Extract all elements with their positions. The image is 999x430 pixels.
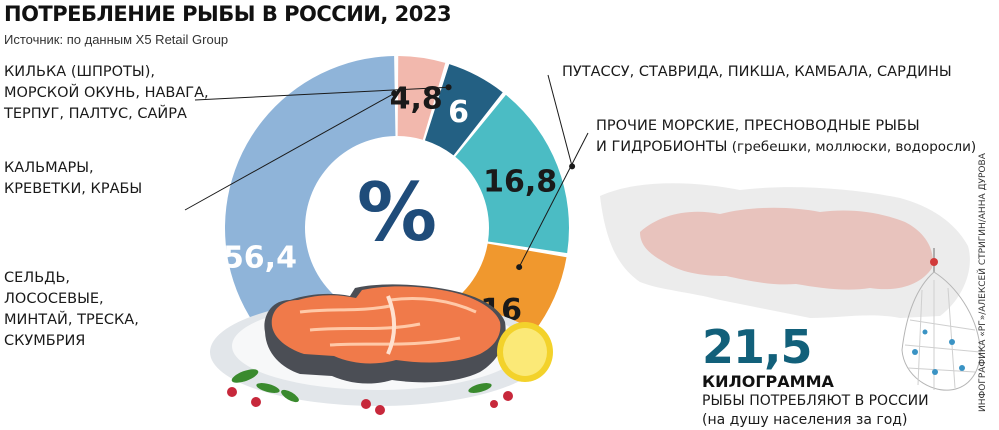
stat-unit: КИЛОГРАММА — [702, 372, 834, 391]
leader-line — [194, 86, 449, 101]
russia-map-illustration — [600, 183, 970, 318]
segment-blue-whiting — [455, 94, 569, 254]
segment-label-line: СКУМБРИЯ — [4, 333, 86, 349]
segment-squid-shrimp — [397, 56, 446, 140]
center-percent-label: % — [357, 166, 437, 259]
chart-title: ПОТРЕБЛЕНИЕ РЫБЫ В РОССИИ, 2023 — [4, 2, 452, 26]
stat-caption-line: (на душу населения за год) — [702, 412, 908, 428]
segment-label-line: МИНТАЙ, ТРЕСКА, — [4, 312, 139, 328]
segment-label-line: КРЕВЕТКИ, КРАБЫ — [4, 181, 143, 197]
segment-value-blue-whiting: 16,8 — [483, 164, 557, 199]
segment-label-line: СЕЛЬДЬ, — [4, 270, 71, 286]
leader-dot — [391, 90, 398, 97]
segment-value-herring-salmon: 56,4 — [223, 241, 297, 276]
segment-label-line: КАЛЬМАРЫ, — [4, 160, 94, 176]
segment-label-sub: (гребешки, моллюски, водоросли) — [727, 139, 977, 155]
fishing-net-icon — [901, 248, 981, 391]
stat-caption-line: РЫБЫ ПОТРЕБЛЯЮТ В РОССИИ — [702, 393, 929, 409]
leader-dot — [445, 84, 452, 91]
russia-map-shape — [640, 207, 933, 290]
stat-value: 21,5 — [702, 320, 812, 374]
segment-label-line: ЛОСОСЕВЫЕ, — [4, 291, 104, 307]
leader-dot — [516, 264, 523, 271]
segment-label-line: ПРОЧИЕ МОРСКИЕ, ПРЕСНОВОДНЫЕ РЫБЫ — [596, 118, 920, 134]
leader-line — [184, 92, 395, 211]
segment-label-line: ТЕРПУГ, ПАЛТУС, САЙРА — [4, 106, 187, 122]
segment-label-line: КИЛЬКА (ШПРОТЫ), — [4, 64, 155, 80]
segment-label-blue-whiting: ПУТАССУ, СТАВРИДА, ПИКША, КАМБАЛА, САРДИ… — [562, 62, 952, 83]
segment-value-squid-shrimp: 4,8 — [390, 81, 443, 116]
chart-source: Источник: по данным X5 Retail Group — [4, 32, 229, 47]
segment-value-sprats-perch: 6 — [448, 95, 469, 130]
segment-label-other-fish: ПРОЧИЕ МОРСКИЕ, ПРЕСНОВОДНЫЕ РЫБЫ И ГИДРО… — [596, 116, 976, 158]
leader-line — [547, 74, 573, 167]
segment-label-line: И ГИДРОБИОНТЫ (гребешки, моллюски, водор… — [596, 139, 977, 155]
stat-caption: РЫБЫ ПОТРЕБЛЯЮТ В РОССИИ (на душу населе… — [702, 392, 929, 430]
credit-text: ИНФОГРАФИКА «РГ»/АЛЕКСЕЙ СТРИГИН/АННА ДУ… — [978, 153, 988, 412]
segment-label-line: МОРСКОЙ ОКУНЬ, НАВАГА, — [4, 85, 209, 101]
leader-lines — [184, 74, 589, 271]
segment-label-squid-shrimp: КАЛЬМАРЫ, КРЕВЕТКИ, КРАБЫ — [4, 158, 142, 200]
chart-canvas: 56,44,8 616,816 % — [184, 56, 981, 415]
leader-line — [518, 132, 589, 268]
segment-label-sprats-perch: КИЛЬКА (ШПРОТЫ), МОРСКОЙ ОКУНЬ, НАВАГА, ТЕ… — [4, 62, 209, 125]
segment-label-herring-salmon: СЕЛЬДЬ, ЛОСОСЕВЫЕ, МИНТАЙ, ТРЕСКА, СКУМБРИЯ — [4, 268, 139, 352]
segment-label-line: ПУТАССУ, СТАВРИДА, ПИКША, КАМБАЛА, САРДИ… — [562, 64, 952, 80]
salmon-steak-illustration — [210, 284, 553, 415]
